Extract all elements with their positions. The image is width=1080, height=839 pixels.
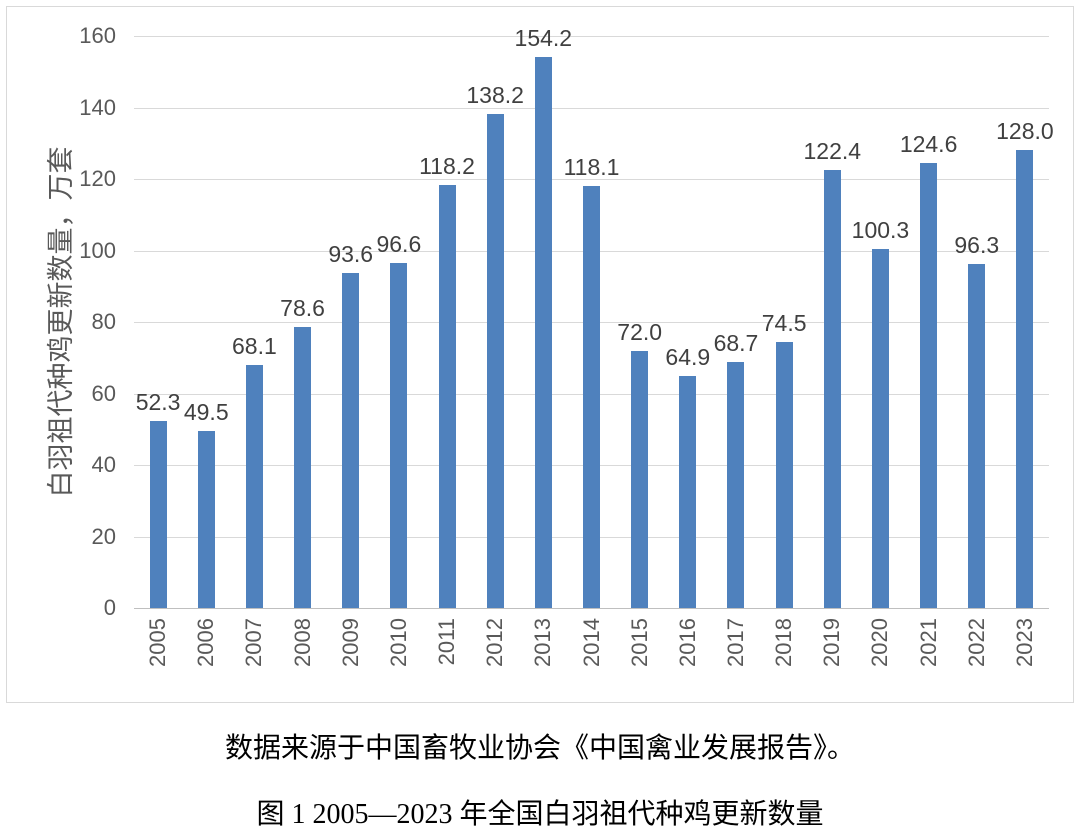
x-tick-label: 2018 (771, 618, 797, 667)
bar-value-label: 96.3 (954, 231, 1000, 258)
bar-2015 (631, 350, 649, 608)
bar-chart-panel: 白羽祖代种鸡更新数量，万套 0 20 40 60 80 100 120 140 160 52.3 2… (6, 6, 1074, 703)
bar-2014 (583, 185, 600, 608)
y-tick-label: 40 (91, 452, 116, 477)
bar-2016 (679, 375, 697, 608)
y-tick-label: 100 (79, 237, 116, 263)
bar-2011 (438, 185, 456, 608)
x-tick-label: 2009 (337, 618, 363, 667)
x-tick-label: 2019 (819, 618, 845, 667)
x-tick-label: 2023 (1011, 618, 1037, 667)
bar-value-label: 154.2 (514, 24, 573, 51)
bar-value-label: 52.3 (135, 389, 181, 416)
bar-2010 (390, 262, 408, 608)
bar-value-label: 100.3 (851, 217, 910, 244)
gridline (134, 107, 1049, 109)
y-tick-label: 80 (91, 309, 116, 334)
x-axis-line (134, 608, 1049, 609)
gridline (134, 179, 1049, 180)
x-tick-label: 2006 (193, 618, 219, 667)
x-tick-label: 2012 (482, 618, 508, 667)
bar-value-label: 118.2 (419, 153, 475, 180)
bar-2013 (534, 56, 552, 608)
x-tick-label: 2013 (530, 618, 556, 667)
x-tick-label: 2021 (915, 618, 941, 667)
bar-value-label: 49.5 (183, 399, 229, 426)
bar-2023 (1016, 150, 1034, 608)
bar-value-label: 122.4 (803, 138, 862, 165)
bar-2020 (871, 249, 889, 608)
bar-2018 (775, 341, 793, 608)
x-tick-label: 2011 (434, 618, 460, 666)
figure-caption: 图 1 2005—2023 年全国白羽祖代种鸡更新数量 (256, 799, 824, 830)
x-tick-label: 2015 (626, 618, 652, 667)
bar-value-label: 68.7 (713, 330, 759, 357)
bar-2008 (294, 327, 312, 608)
plot-area: 0 20 40 60 80 100 120 140 160 52.3 2005 49.5 2006 68.… (79, 23, 1053, 667)
y-tick-label: 20 (91, 523, 116, 549)
bar-2005 (149, 421, 167, 608)
gridline (134, 36, 1049, 37)
bar-value-label: 72.0 (617, 318, 663, 345)
bar-value-label: 118.1 (563, 153, 620, 180)
x-tick-label: 2016 (674, 618, 700, 667)
bar-value-label: 93.6 (328, 241, 374, 268)
bar-value-label: 96.6 (376, 230, 422, 257)
x-tick-label: 2017 (722, 618, 748, 667)
y-tick-label: 160 (79, 23, 116, 48)
bar-value-label: 64.9 (665, 343, 711, 370)
y-tick-label: 140 (79, 94, 116, 120)
x-tick-label: 2020 (867, 618, 893, 667)
x-tick-label: 2007 (241, 618, 267, 667)
bar-value-label: 74.5 (761, 309, 807, 336)
bar-2007 (245, 364, 263, 608)
x-tick-label: 2005 (145, 618, 171, 667)
bar-value-label: 68.1 (232, 332, 277, 359)
x-tick-label: 2014 (578, 618, 604, 667)
bar-2022 (968, 263, 986, 608)
bar-value-label: 124.6 (899, 130, 958, 157)
bar-2017 (727, 362, 745, 608)
y-tick-label: 60 (91, 380, 116, 406)
bar-2006 (197, 431, 215, 608)
bar-value-label: 138.2 (466, 81, 524, 108)
y-tick-label: 120 (79, 166, 116, 191)
x-tick-label: 2010 (385, 618, 411, 667)
bar-2009 (342, 273, 360, 608)
bar-2019 (823, 170, 841, 608)
bar-2012 (486, 113, 504, 608)
x-tick-label: 2022 (963, 618, 989, 667)
data-source-caption: 数据来源于中国畜牧业协会《中国禽业发展报告》。 (224, 733, 855, 764)
bar-value-label: 78.6 (280, 295, 325, 322)
y-tick-label: 0 (103, 595, 116, 620)
x-tick-label: 2008 (289, 618, 315, 667)
bar-value-label: 128.0 (996, 118, 1054, 145)
bar-2021 (920, 162, 938, 608)
